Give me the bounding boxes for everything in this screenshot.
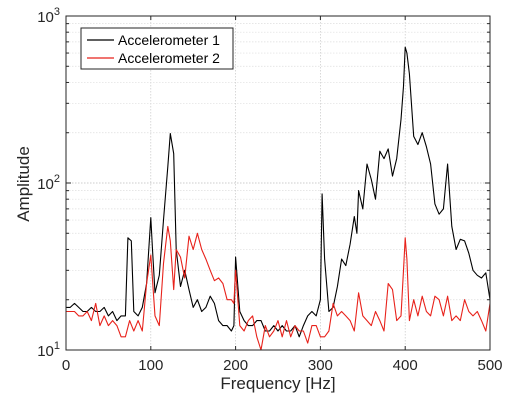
x-tick-label: 300	[308, 357, 333, 374]
x-tick-label: 500	[477, 357, 502, 374]
plot-area	[66, 16, 490, 350]
legend: Accelerometer 1 Accelerometer 2	[80, 27, 234, 70]
series-line-accelerometer-2	[66, 225, 491, 351]
y-tick-label: 103	[37, 6, 60, 26]
x-tick-label: 0	[62, 357, 70, 374]
x-tick-label: 400	[393, 357, 418, 374]
y-tick-label: 101	[37, 340, 60, 360]
x-tick-labels: 0 100 200 300 400 500	[62, 357, 503, 374]
x-axis-title: Frequency [Hz]	[220, 374, 335, 393]
y-axis-title: Amplitude	[14, 146, 33, 222]
series-line-accelerometer-1	[66, 46, 491, 338]
legend-label-accelerometer-1: Accelerometer 1	[118, 32, 220, 48]
legend-label-accelerometer-2: Accelerometer 2	[118, 50, 220, 66]
series-group	[66, 46, 491, 351]
legend-box	[80, 27, 234, 70]
y-tick-labels: 101 102 103	[37, 6, 60, 360]
ticks	[65, 15, 491, 351]
y-tick-label: 102	[37, 173, 60, 193]
x-tick-label: 100	[138, 357, 163, 374]
x-tick-label: 200	[223, 357, 248, 374]
